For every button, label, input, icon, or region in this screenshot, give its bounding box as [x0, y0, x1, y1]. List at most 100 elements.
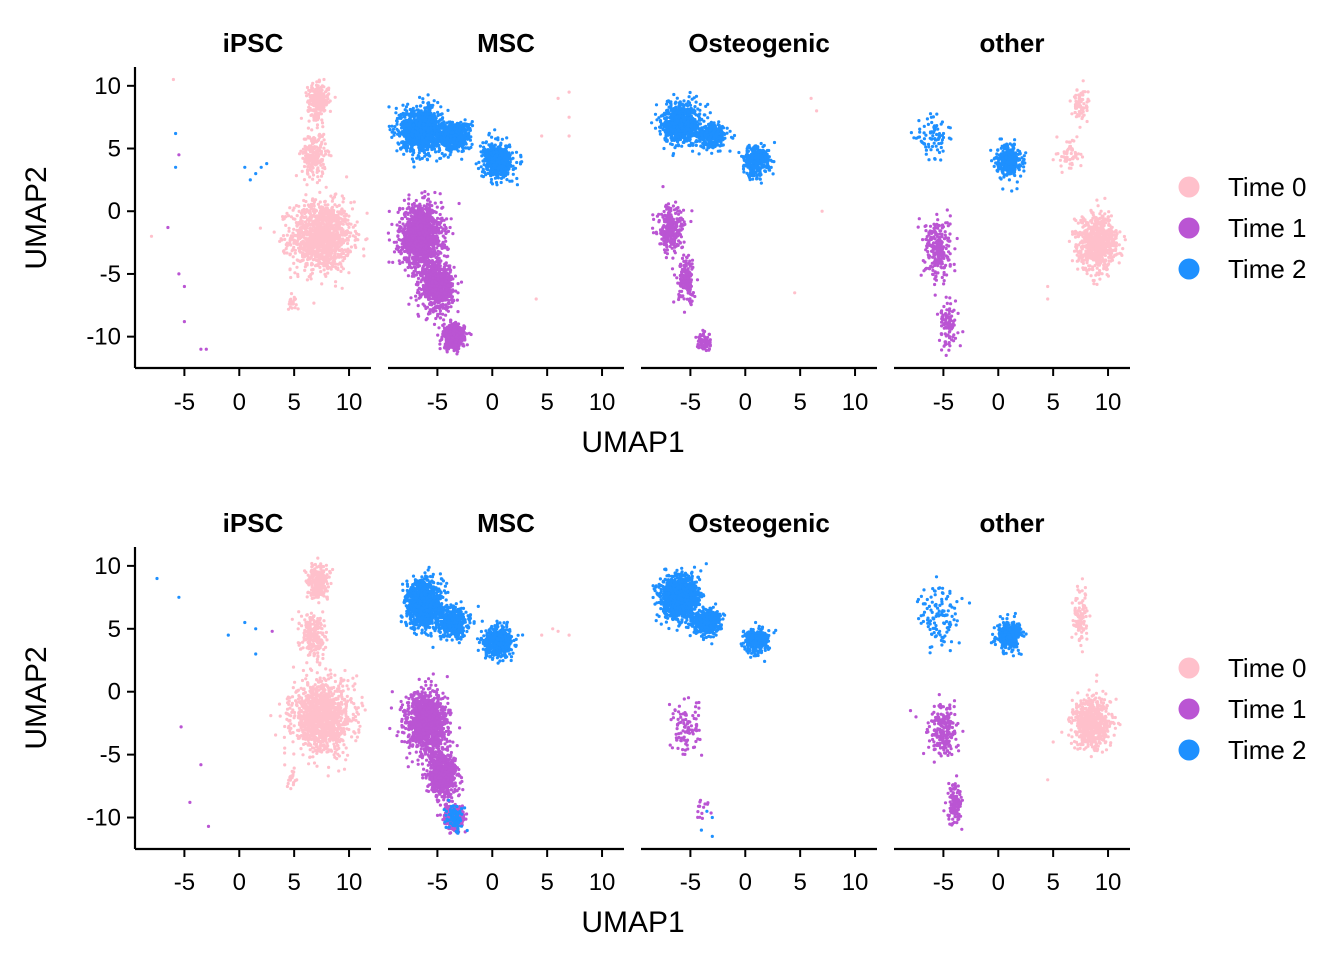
point-time-0 — [287, 214, 291, 218]
point-time-0 — [313, 96, 318, 100]
point-time-0 — [319, 270, 323, 274]
point-time-0 — [307, 223, 311, 227]
point-time-0 — [318, 245, 322, 249]
point-time-1 — [444, 226, 448, 231]
point-time-0 — [292, 295, 296, 299]
point-time-0 — [311, 258, 315, 262]
point-time-1 — [404, 256, 408, 260]
point-time-0 — [291, 255, 295, 259]
point-time-0 — [349, 201, 353, 205]
point-time-0 — [311, 222, 315, 226]
point-time-0 — [310, 271, 314, 275]
point-time-1 — [444, 261, 448, 265]
point-time-2 — [439, 156, 443, 160]
point-time-0 — [305, 94, 309, 98]
point-time-0 — [308, 89, 312, 94]
point-time-1 — [441, 246, 445, 250]
point-time-0 — [319, 158, 323, 162]
point-time-1 — [430, 289, 434, 293]
point-time-1 — [387, 209, 391, 213]
point-time-1 — [403, 268, 407, 272]
point-time-0 — [316, 202, 320, 206]
point-time-0 — [303, 211, 307, 216]
point-time-1 — [428, 200, 432, 204]
point-time-0 — [292, 261, 296, 265]
point-time-1 — [420, 273, 424, 277]
point-time-1 — [438, 212, 442, 217]
point-time-1 — [399, 225, 403, 230]
point-time-0 — [320, 251, 324, 255]
point-time-0 — [317, 154, 321, 158]
point-time-0 — [289, 301, 293, 305]
point-time-0 — [328, 243, 332, 247]
point-time-0 — [316, 259, 320, 263]
point-time-0 — [284, 215, 288, 219]
point-time-1 — [451, 277, 455, 281]
point-time-0 — [314, 214, 318, 218]
point-time-1 — [459, 329, 463, 333]
point-time-1 — [443, 346, 447, 350]
point-time-0 — [346, 222, 350, 227]
point-time-0 — [296, 272, 300, 276]
point-time-0 — [307, 204, 311, 209]
point-time-0 — [343, 217, 347, 221]
point-time-1 — [456, 282, 460, 286]
point-time-1 — [447, 301, 451, 305]
point-time-1 — [419, 244, 423, 248]
point-time-1 — [416, 304, 420, 308]
point-time-1 — [450, 295, 454, 300]
point-time-0 — [365, 211, 369, 215]
point-time-1 — [415, 245, 419, 249]
point-time-2 — [437, 146, 441, 150]
point-time-0 — [321, 125, 325, 129]
point-time-1 — [454, 343, 458, 347]
point-time-1 — [392, 240, 396, 244]
point-time-0 — [320, 97, 324, 101]
point-time-0 — [310, 86, 315, 90]
point-time-0 — [332, 257, 336, 261]
point-time-0 — [308, 226, 312, 230]
point-time-0 — [327, 153, 331, 157]
point-time-0 — [320, 134, 324, 138]
point-time-0 — [337, 245, 341, 249]
point-time-1 — [407, 302, 411, 306]
point-time-0 — [353, 223, 357, 227]
point-time-0 — [317, 262, 321, 266]
point-time-0 — [288, 268, 292, 272]
point-time-0 — [323, 200, 327, 204]
point-time-1 — [409, 296, 413, 300]
x-tick-label: 0 — [233, 389, 246, 416]
point-time-2 — [174, 165, 178, 169]
point-time-1 — [424, 318, 428, 322]
point-time-1 — [425, 224, 429, 228]
point-time-1 — [413, 265, 417, 269]
point-time-0 — [317, 248, 321, 252]
point-time-2 — [394, 111, 398, 115]
point-time-1 — [428, 311, 432, 315]
point-time-1 — [435, 205, 439, 209]
point-time-1 — [425, 261, 429, 265]
point-time-2 — [436, 100, 440, 105]
point-time-0 — [312, 204, 316, 208]
point-time-1 — [398, 220, 402, 224]
point-time-1 — [437, 268, 441, 272]
point-time-1 — [415, 209, 419, 213]
point-time-0 — [322, 146, 326, 150]
point-time-1 — [424, 257, 428, 261]
point-time-0 — [299, 116, 303, 120]
point-time-0 — [305, 183, 309, 187]
point-time-1 — [420, 257, 424, 261]
point-time-1 — [455, 348, 459, 352]
point-time-1 — [418, 212, 422, 216]
point-time-0 — [317, 78, 321, 82]
point-time-2 — [392, 133, 396, 137]
point-time-0 — [305, 238, 309, 242]
point-time-0 — [297, 246, 301, 250]
point-time-0 — [295, 265, 299, 269]
point-time-1 — [426, 295, 430, 299]
point-time-1 — [397, 237, 401, 242]
point-time-1 — [439, 303, 443, 307]
point-time-0 — [302, 137, 306, 141]
point-time-0 — [305, 208, 309, 212]
point-time-0 — [303, 246, 307, 250]
